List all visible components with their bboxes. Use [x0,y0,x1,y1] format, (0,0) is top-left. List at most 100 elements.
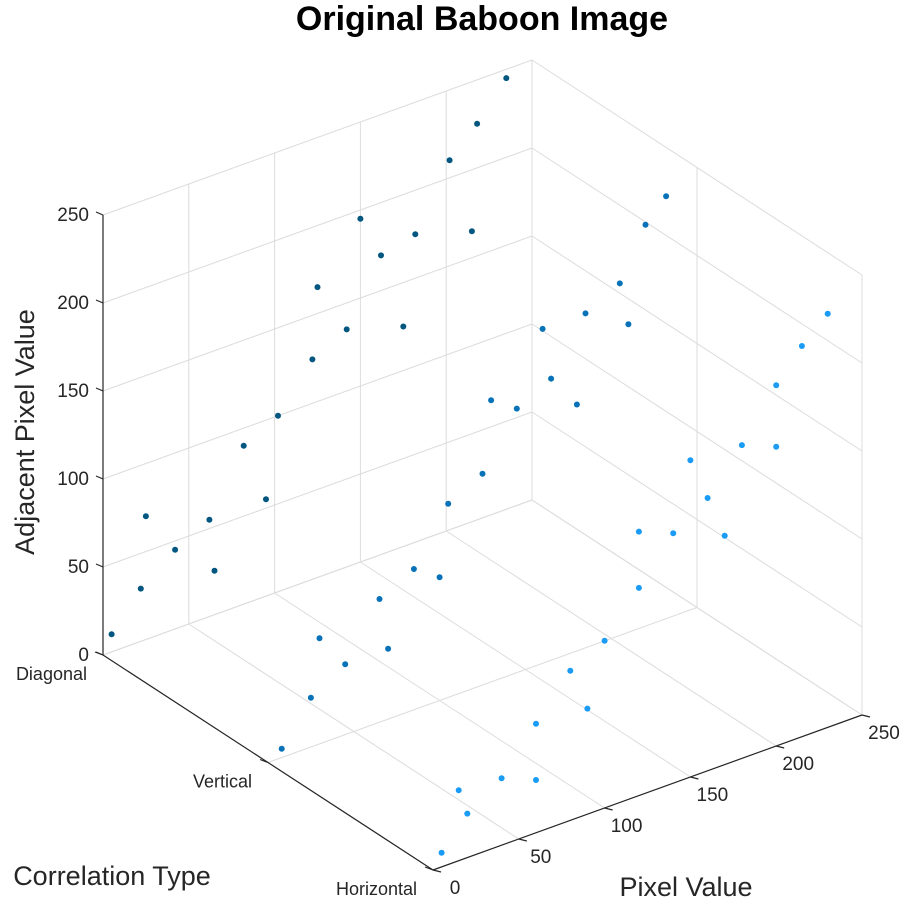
x-tick-mark [861,714,871,718]
scatter-point [343,326,350,333]
scatter-point [278,745,285,752]
scatter-point [625,321,632,328]
z-tick-label: 200 [57,293,89,314]
z-tick-mark [95,651,104,656]
scatter-point [573,401,580,408]
scatter-point [567,667,574,674]
z-tick-mark [95,563,104,568]
y-tick-label: Vertical [193,772,252,792]
y-tick-mark [424,866,434,871]
scatter-point [798,343,805,349]
scatter-point [687,457,694,464]
scatter-point [584,705,591,712]
scatter-point [635,528,642,535]
scatter-point [464,810,471,817]
scatter-point [721,532,728,539]
grid-line [102,411,533,568]
x-tick-label: 250 [868,723,900,744]
scatter-point [400,323,407,330]
z-tick-mark [95,475,104,480]
scatter-point [357,215,364,222]
scatter-point [616,280,623,287]
x-axis-line [432,714,863,871]
scatter-point [309,356,316,363]
scatter-point [142,513,149,520]
scatter-point [773,443,780,450]
scatter-point [385,645,392,652]
scatter-point [548,375,555,382]
scatter-point [410,566,417,572]
scatter-point [635,584,642,591]
grid-line [102,323,533,480]
scatter-point [503,75,510,82]
scatter-point [738,442,745,449]
scatter-point [498,775,505,782]
y-axis-label: Correlation Type [13,861,211,891]
scatter-point [307,694,314,701]
axes [94,211,871,873]
scatter-point [376,596,383,602]
scatter-point [479,470,486,477]
x-tick-mark [518,838,527,842]
scatter-point [378,252,384,259]
grid-line [102,147,533,304]
scatter-point [488,397,495,404]
scatter-point [446,157,453,164]
z-tick-label: 150 [57,381,89,402]
scatter-point [468,228,475,235]
scatter-point [601,637,608,644]
grid-line [102,235,533,392]
y-tick-mark [259,758,269,764]
scatter-point [275,412,281,419]
scatter-point [474,120,481,127]
scatter-point [704,495,711,501]
y-tick-label: Diagonal [16,664,87,684]
z-tick-label: 250 [57,205,89,226]
series-horizontal [438,310,831,856]
grid [102,59,863,871]
z-tick-label: 0 [78,645,89,666]
scatter-point [445,500,452,507]
scatter-point [824,310,831,317]
tick-labels: 0 50 100 150 200 250 Horizontal Vertical Diagona… [16,205,900,899]
x-tick-label: 100 [611,816,643,837]
scatter-point [240,442,247,449]
scatter-series [108,75,831,856]
x-tick-label: 200 [782,754,814,775]
z-axis-label: Adjacent Pixel Value [10,309,40,555]
scatter-point [172,546,179,553]
chart-title: Original Baboon Image [296,0,668,38]
scatter-point [663,193,670,200]
z-tick-mark [95,211,104,216]
z-tick-label: 50 [68,557,89,578]
z-tick-mark [95,299,104,304]
scatter-point [412,231,419,238]
x-tick-mark [432,869,442,873]
scatter-point [263,496,269,503]
scatter-point [513,405,520,412]
x-axis-label: Pixel Value [619,872,752,902]
scatter-point [137,585,144,592]
grid-line [267,607,698,763]
scatter-point [316,635,323,642]
scatter-point [342,661,349,668]
scatter-point [455,787,462,794]
x-tick-mark [604,807,613,811]
series-vertical [278,193,670,752]
x-tick-label: 0 [450,878,461,899]
scatter-point [670,530,677,537]
scatter-point [533,777,539,783]
x-tick-label: 50 [530,847,551,868]
scatter-point [582,310,589,317]
z-tick-label: 100 [57,469,89,490]
scatter-point [436,574,443,581]
grid-line [102,59,533,216]
grid-line [102,499,533,656]
y-tick-label: Horizontal [336,879,417,899]
scatter-point [642,221,649,228]
scatter-point [211,567,218,574]
scatter-point [539,325,546,332]
x-tick-mark [776,745,785,749]
series-diagonal [108,75,510,638]
